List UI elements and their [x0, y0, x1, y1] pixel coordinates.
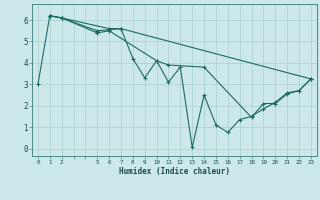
X-axis label: Humidex (Indice chaleur): Humidex (Indice chaleur) [119, 167, 230, 176]
